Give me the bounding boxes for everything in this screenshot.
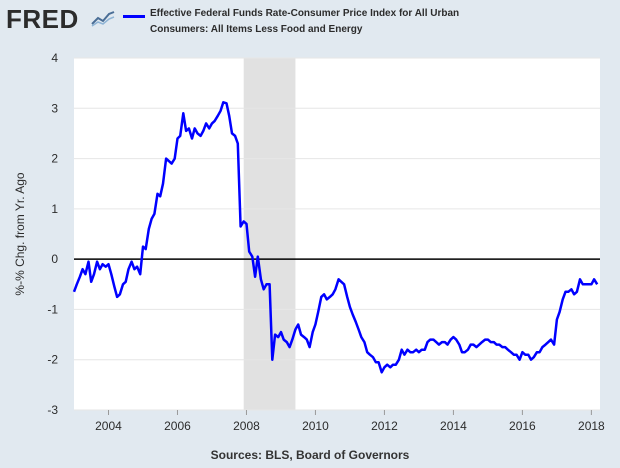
x-tick-label: 2018 xyxy=(578,419,605,433)
y-tick-label: -2 xyxy=(47,353,58,367)
y-axis-label: %-% Chg. from Yr. Ago xyxy=(13,172,27,295)
y-tick-label: 1 xyxy=(51,202,58,216)
x-tick-label: 2012 xyxy=(371,419,398,433)
source-note: Sources: BLS, Board of Governors xyxy=(210,448,410,462)
fred-logo: FRED xyxy=(6,4,79,34)
line-chart: 4 3 2 1 0 -1 -2 -3 2004 2006 2008 2010 2012 2014 2016 2… xyxy=(13,51,605,433)
chart-header: FRED Effective Federal Funds Rate-Consum… xyxy=(0,0,620,48)
legend-label: Effective Federal Funds Rate-Consumer Pr… xyxy=(150,8,460,35)
y-tick-label: -3 xyxy=(47,403,58,417)
x-tick-label: 2016 xyxy=(509,419,536,433)
fred-logo-chart-icon xyxy=(90,8,116,28)
y-tick-label: -1 xyxy=(47,302,58,316)
x-tick-label: 2004 xyxy=(95,419,122,433)
x-tick-label: 2006 xyxy=(164,419,191,433)
x-tick-label: 2008 xyxy=(233,419,260,433)
x-tick-label: 2014 xyxy=(440,419,467,433)
y-tick-label: 4 xyxy=(51,51,58,65)
y-tick-label: 0 xyxy=(51,252,58,266)
y-tick-label: 3 xyxy=(51,101,58,115)
x-tick-label: 2010 xyxy=(302,419,329,433)
legend-swatch xyxy=(123,15,145,18)
y-tick-label: 2 xyxy=(51,152,58,166)
series-line xyxy=(72,101,599,374)
plot-area xyxy=(74,58,600,410)
recession-shading xyxy=(243,58,296,410)
